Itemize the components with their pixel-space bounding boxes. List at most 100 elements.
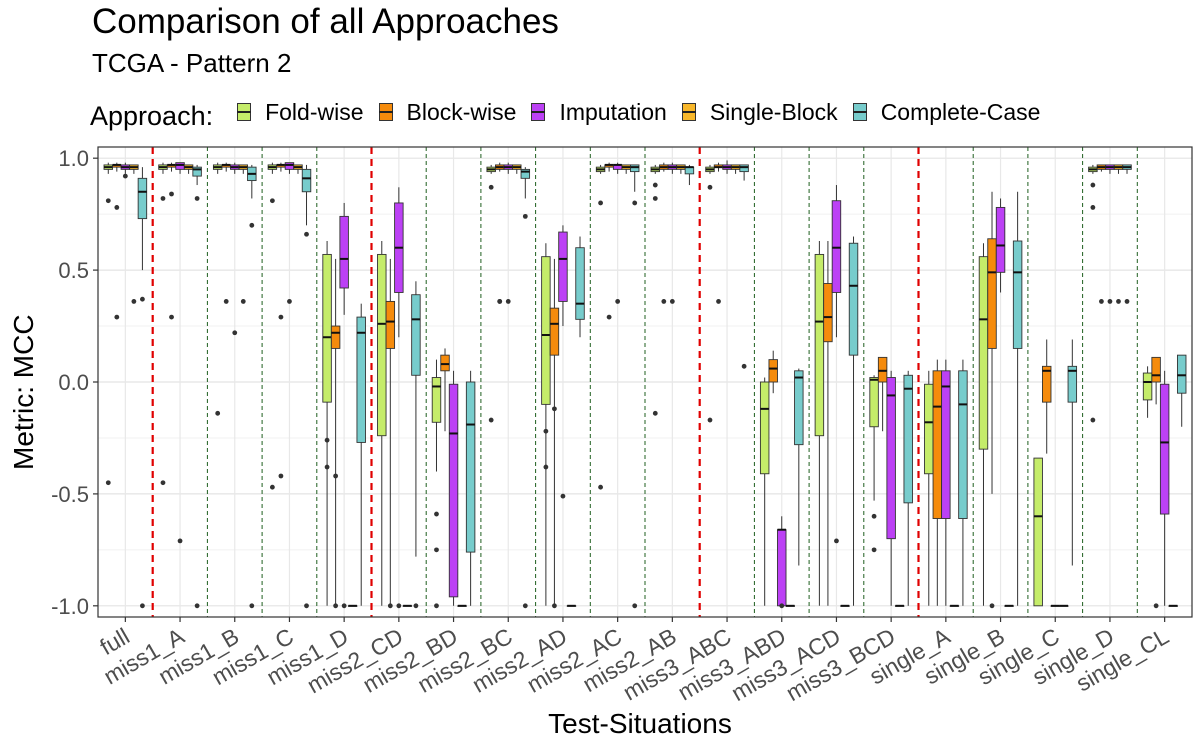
box-complete-case xyxy=(684,166,695,175)
outlier-point-fold-wise xyxy=(1090,205,1096,210)
box-imputation xyxy=(886,377,896,540)
outlier-point-imputation xyxy=(341,603,347,609)
outlier-point-complete-case xyxy=(1124,299,1130,304)
outlier-point-complete-case xyxy=(140,603,145,609)
box-block-wise xyxy=(987,238,997,349)
outlier-point-fold-wise xyxy=(543,428,549,434)
outlier-point-imputation xyxy=(1107,299,1113,304)
box-complete-case xyxy=(192,166,202,177)
outlier-point-complete-case xyxy=(194,196,200,201)
outlier-point-block-wise xyxy=(1099,299,1104,304)
legend-title: Approach: xyxy=(90,100,214,131)
outlier-point-fold-wise xyxy=(652,410,658,416)
box-complete-case xyxy=(1176,354,1187,394)
box-imputation xyxy=(831,200,842,293)
box-block-wise xyxy=(877,356,888,383)
box-block-wise xyxy=(549,307,560,356)
outlier-point-block-wise xyxy=(497,299,503,304)
outlier-point-fold-wise xyxy=(269,198,275,204)
legend-item-single-block: Single-Block xyxy=(681,99,838,126)
outlier-point-block-wise xyxy=(333,473,339,479)
legend-label-block-wise: Block-wise xyxy=(406,98,517,125)
outlier-point-complete-case xyxy=(522,603,528,609)
legend-item-imputation: Imputation xyxy=(531,98,667,126)
legend-key-imputation xyxy=(531,103,546,121)
outlier-point-fold-wise xyxy=(652,182,658,188)
outlier-point-imputation xyxy=(287,299,292,304)
box-complete-case xyxy=(465,381,476,553)
box-block-wise xyxy=(1151,356,1161,383)
outlier-point-block-wise xyxy=(278,314,284,320)
outlier-point-fold-wise xyxy=(1090,182,1096,188)
outlier-point-block-wise xyxy=(169,314,174,320)
chart-title: Comparison of all Approaches xyxy=(92,2,559,41)
box-block-wise xyxy=(1042,365,1052,403)
outlier-point-block-wise xyxy=(606,314,612,320)
outlier-point-complete-case xyxy=(140,296,145,302)
box-block-wise xyxy=(440,354,450,372)
legend-key-complete-case xyxy=(852,103,867,121)
x-axis-label: Test-Situations xyxy=(548,708,732,739)
outlier-point-fold-wise xyxy=(488,184,494,190)
box-imputation xyxy=(777,529,787,607)
outlier-point-single-block xyxy=(1116,299,1121,304)
box-block-wise xyxy=(768,359,778,383)
outlier-point-fold-wise xyxy=(269,484,275,490)
outlier-point-imputation xyxy=(669,299,675,304)
outlier-point-complete-case xyxy=(632,200,638,206)
outlier-point-fold-wise xyxy=(160,196,166,201)
legend-label-fold-wise: Fold-wise xyxy=(265,98,364,125)
outlier-point-complete-case xyxy=(249,603,255,609)
outlier-point-block-wise xyxy=(278,473,284,479)
box-complete-case xyxy=(958,370,968,519)
outlier-point-imputation xyxy=(122,173,128,179)
box-imputation xyxy=(558,231,568,302)
box-imputation xyxy=(284,162,295,170)
outlier-point-single-block xyxy=(131,299,137,304)
legend-label-complete-case: Complete-Case xyxy=(880,98,1041,125)
y-tick-label: 0.0 xyxy=(58,370,89,395)
outlier-point-complete-case xyxy=(413,603,419,609)
outlier-point-block-wise xyxy=(552,406,557,412)
legend-item-fold-wise: Fold-wise xyxy=(237,98,364,126)
box-complete-case xyxy=(301,168,312,193)
outlier-point-imputation xyxy=(779,603,785,609)
box-fold-wise xyxy=(1033,457,1043,607)
box-fold-wise xyxy=(541,256,551,405)
box-complete-case xyxy=(411,294,421,376)
outlier-point-fold-wise xyxy=(598,200,603,206)
outlier-point-fold-wise xyxy=(707,417,713,423)
outlier-point-imputation xyxy=(834,538,839,544)
outlier-point-fold-wise xyxy=(160,480,166,486)
outlier-point-fold-wise xyxy=(434,547,439,553)
box-imputation xyxy=(1159,383,1170,515)
box-complete-case xyxy=(1067,365,1078,403)
outlier-point-block-wise xyxy=(1153,603,1159,609)
outlier-point-block-wise xyxy=(661,299,667,304)
outlier-point-block-wise xyxy=(223,299,229,304)
legend-key-single-block xyxy=(681,103,696,121)
outlier-point-fold-wise xyxy=(871,513,877,519)
box-fold-wise xyxy=(431,377,442,423)
outlier-point-fold-wise xyxy=(707,184,713,190)
legend-label-imputation: Imputation xyxy=(559,98,667,125)
outlier-point-fold-wise xyxy=(105,198,111,204)
legend-key-block-wise xyxy=(378,103,393,121)
outlier-point-imputation xyxy=(615,299,621,304)
box-complete-case xyxy=(629,164,640,173)
box-complete-case xyxy=(356,316,366,443)
box-fold-wise xyxy=(377,253,387,437)
box-complete-case xyxy=(1012,240,1023,349)
box-block-wise xyxy=(330,325,341,349)
outlier-point-fold-wise xyxy=(652,196,658,201)
box-fold-wise xyxy=(322,253,332,403)
outlier-point-complete-case xyxy=(522,213,528,219)
outlier-point-block-wise xyxy=(552,603,557,609)
box-block-wise xyxy=(385,300,396,349)
box-fold-wise xyxy=(759,381,770,475)
box-complete-case xyxy=(739,164,749,173)
outlier-point-imputation xyxy=(560,493,566,499)
outlier-point-imputation xyxy=(396,603,402,609)
box-block-wise xyxy=(823,283,833,343)
outlier-point-complete-case xyxy=(304,603,309,609)
